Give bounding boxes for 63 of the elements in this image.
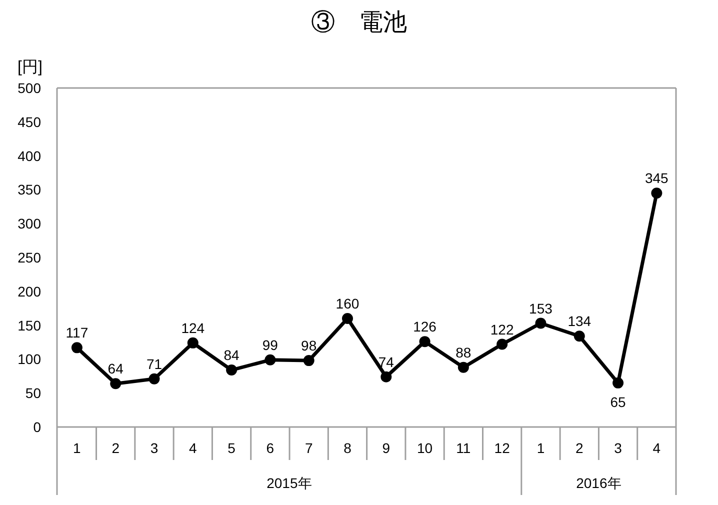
y-tick-label: 250 xyxy=(18,250,42,266)
point xyxy=(651,188,662,199)
x-tick-label: 4 xyxy=(188,440,197,456)
y-tick-label: 50 xyxy=(25,385,42,402)
x-tick-label: 2 xyxy=(112,440,120,456)
data-label: 124 xyxy=(181,320,205,336)
y-tick-label: 450 xyxy=(18,114,42,130)
x-tick-label: 7 xyxy=(304,440,313,456)
text: 2016年 xyxy=(576,475,622,491)
x-tick-label: 4 xyxy=(652,440,661,456)
data-label: 65 xyxy=(610,394,626,410)
x-tick-label: 1 xyxy=(73,440,82,456)
point xyxy=(187,337,198,348)
point xyxy=(574,330,585,342)
x-tick-label: 8 xyxy=(344,440,352,456)
point xyxy=(342,313,353,324)
y-tick-label: 500 xyxy=(18,80,42,96)
point xyxy=(226,364,238,376)
x-tick-label: 10 xyxy=(416,440,433,456)
x-tick-label: 12 xyxy=(494,440,510,456)
point xyxy=(380,371,392,382)
data-label: 88 xyxy=(456,344,472,360)
data-label: 160 xyxy=(336,296,360,312)
data-label: 74 xyxy=(378,354,394,370)
data-label: 134 xyxy=(568,313,592,330)
point xyxy=(110,378,122,390)
y-tick-label: 350 xyxy=(18,182,42,198)
point xyxy=(535,318,546,329)
x-tick-label: 3 xyxy=(150,440,158,456)
x-tick-label: 6 xyxy=(266,440,274,456)
data-label: 84 xyxy=(224,347,240,364)
chart-title: ③ 電池 xyxy=(311,10,407,36)
y-axis-title: [円] xyxy=(18,59,42,76)
point xyxy=(612,377,624,388)
data-label: 71 xyxy=(146,356,162,372)
point xyxy=(71,342,82,354)
data-label: 98 xyxy=(301,338,317,354)
point xyxy=(458,362,469,373)
y-tick-label: 200 xyxy=(18,283,42,300)
data-label: 345 xyxy=(644,170,669,186)
x-tick-label: 1 xyxy=(536,440,545,456)
x-tick-label: 9 xyxy=(382,440,390,456)
y-tick-label: 150 xyxy=(18,317,42,334)
x-tick-label: 11 xyxy=(456,440,471,456)
point xyxy=(419,336,430,348)
data-label: 99 xyxy=(262,336,278,353)
x-tick-label: 3 xyxy=(614,440,622,456)
data-label: 122 xyxy=(490,321,514,338)
point xyxy=(303,355,314,366)
point xyxy=(148,373,160,384)
data-label: 117 xyxy=(66,324,88,341)
y-tick-label: 100 xyxy=(18,351,42,368)
y-tick-label: 300 xyxy=(18,216,42,232)
data-label: 153 xyxy=(529,300,553,316)
y-tick-label: 400 xyxy=(18,148,42,164)
data-label: 126 xyxy=(413,318,437,335)
x-tick-label: 5 xyxy=(228,440,236,456)
point xyxy=(264,354,276,366)
x-tick-label: 2 xyxy=(575,440,584,456)
y-tick-label: 0 xyxy=(33,419,42,435)
text: 2015年 xyxy=(266,475,312,491)
point xyxy=(496,338,508,350)
data-label: 64 xyxy=(108,360,124,377)
